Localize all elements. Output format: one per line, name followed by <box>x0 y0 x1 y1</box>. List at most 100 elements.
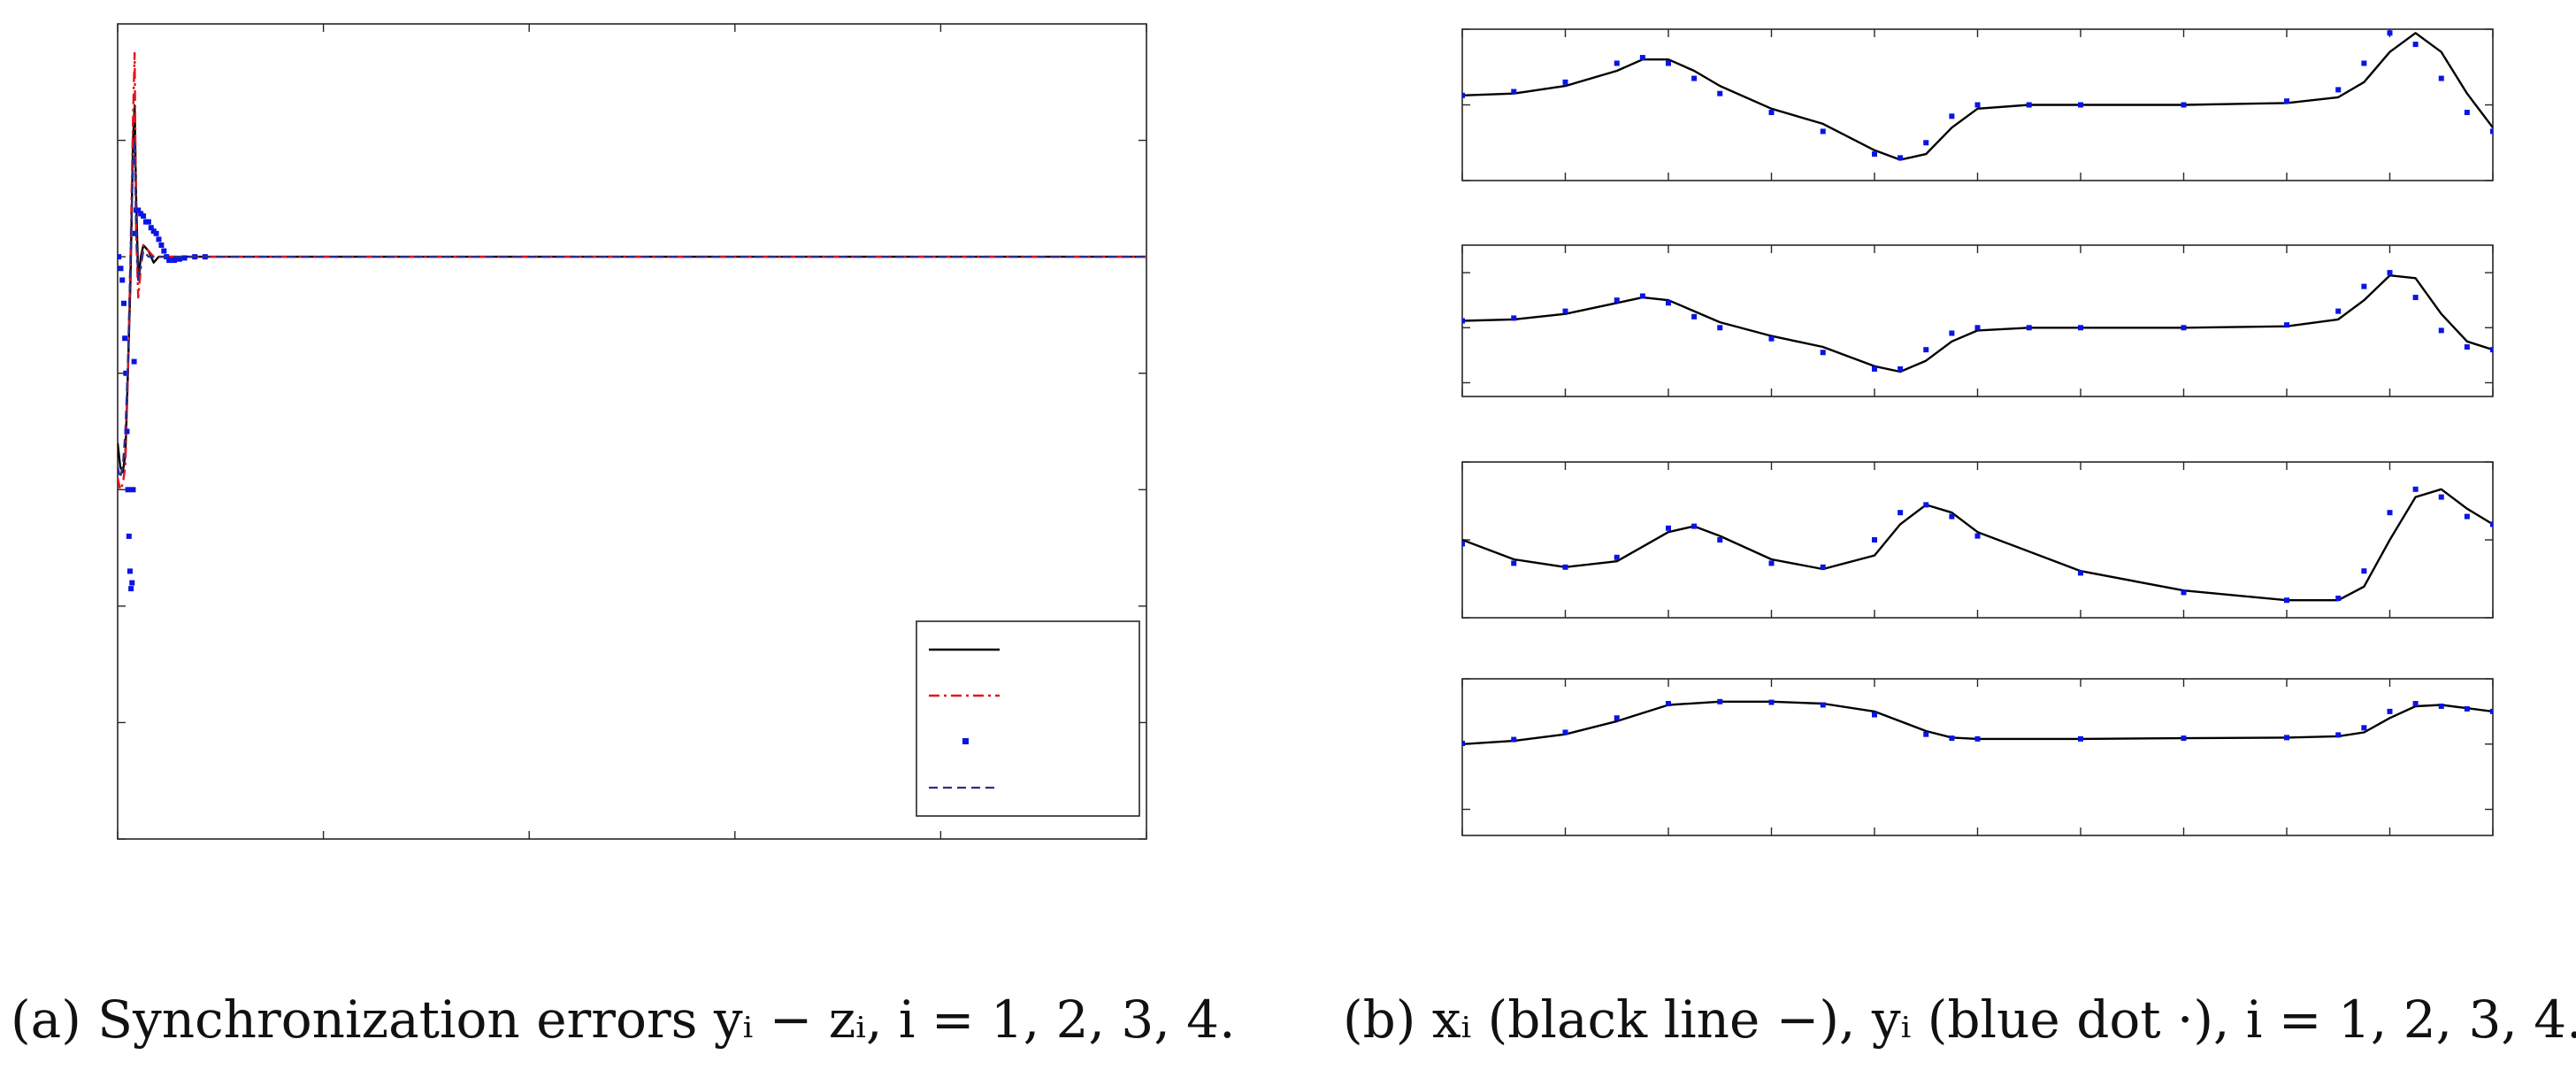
data-point-b2 <box>1462 318 1465 324</box>
data-point-b1 <box>1691 75 1698 81</box>
data-point-b3 <box>1872 537 1877 543</box>
plot-area <box>1461 244 2494 397</box>
data-point-a <box>118 254 122 260</box>
data-point-b3 <box>1717 537 1723 543</box>
data-point-b3 <box>1691 523 1698 529</box>
data-point-a <box>126 568 133 574</box>
data-point-b3 <box>1511 560 1517 566</box>
series-line-b4-solid <box>1462 700 2493 745</box>
legend-marker-dots <box>962 738 969 744</box>
data-point-b3 <box>1820 564 1826 570</box>
data-point-b4 <box>2284 735 2289 741</box>
data-point-b1 <box>1949 113 1955 119</box>
data-point-b2 <box>2387 270 2393 276</box>
data-point-b2 <box>2464 344 2470 350</box>
data-point-b2 <box>1974 325 1981 331</box>
data-point-a <box>124 428 130 435</box>
data-point-b2 <box>2181 325 2187 331</box>
data-point-b2 <box>2412 295 2419 301</box>
data-point-b3 <box>1614 554 1620 560</box>
plot-area <box>1461 678 2494 836</box>
data-point-a <box>135 207 142 213</box>
data-point-b3 <box>2284 597 2289 604</box>
data-point-a <box>176 256 182 262</box>
data-point-a <box>119 277 126 283</box>
data-point-b3 <box>1768 560 1775 566</box>
data-point-b1 <box>2361 60 2367 66</box>
data-point-b2 <box>1691 313 1698 319</box>
data-point-b1 <box>1898 155 1904 161</box>
data-point-b3 <box>2490 521 2493 527</box>
data-point-b4 <box>1768 699 1775 705</box>
data-point-b2 <box>2490 347 2493 353</box>
data-point-b4 <box>1923 731 1929 737</box>
series-line-b1-solid <box>1462 32 2493 161</box>
series-line-b2-solid <box>1462 274 2493 373</box>
data-point-b2 <box>1511 315 1517 321</box>
data-point-b4 <box>2361 725 2367 731</box>
data-point-b3 <box>2361 568 2367 574</box>
data-point-a <box>141 213 147 219</box>
data-point-a <box>148 225 154 231</box>
data-point-b2 <box>2078 325 2083 331</box>
data-point-b2 <box>1562 308 1568 314</box>
data-point-b2 <box>2335 308 2342 314</box>
data-point-a <box>118 266 124 272</box>
chart-a <box>117 23 1147 840</box>
data-point-b4 <box>1872 712 1877 718</box>
series-group <box>118 51 1146 592</box>
data-point-b2 <box>1923 347 1929 353</box>
data-point-b3 <box>1666 525 1671 531</box>
data-point-b4 <box>1614 715 1620 721</box>
series-group <box>1462 270 2493 373</box>
data-point-b1 <box>2387 30 2393 36</box>
data-point-b4 <box>2078 735 2083 742</box>
subplot-b4 <box>1461 678 2494 836</box>
data-point-b1 <box>1462 92 1465 98</box>
data-point-b3 <box>1923 502 1929 508</box>
data-point-b1 <box>2490 128 2493 135</box>
data-point-b2 <box>1898 366 1904 372</box>
data-point-b2 <box>1768 335 1775 342</box>
data-point-b4 <box>2387 708 2393 714</box>
data-point-b2 <box>1872 366 1877 372</box>
data-point-b1 <box>1820 128 1826 135</box>
data-point-b1 <box>1562 79 1568 85</box>
subplot-b2 <box>1461 244 2494 397</box>
data-point-a <box>158 242 165 248</box>
data-point-b1 <box>2335 87 2342 93</box>
data-point-a <box>161 248 167 254</box>
data-point-a <box>120 300 126 306</box>
data-point-a <box>132 230 138 236</box>
data-point-b2 <box>2026 325 2032 331</box>
data-point-b2 <box>2284 322 2289 328</box>
data-point-a <box>153 230 159 236</box>
data-point-b4 <box>1666 701 1671 707</box>
data-point-b3 <box>2387 510 2393 516</box>
data-point-b3 <box>1974 533 1981 539</box>
data-point-b3 <box>1562 564 1568 570</box>
caption-b: (b) xᵢ (black line −), yᵢ (blue dot ·), … <box>1343 989 2576 1050</box>
data-point-b4 <box>1949 735 1955 742</box>
data-point-b1 <box>1872 151 1877 158</box>
data-point-a <box>131 358 137 365</box>
data-point-b1 <box>1666 60 1671 66</box>
data-point-a <box>171 258 177 264</box>
data-point-a <box>129 580 135 586</box>
data-point-a <box>126 533 132 539</box>
chart-b <box>1461 28 2494 836</box>
data-point-b2 <box>1614 297 1620 304</box>
data-point-b1 <box>2181 102 2187 108</box>
data-point-b3 <box>2181 589 2187 596</box>
data-point-b4 <box>2181 735 2187 742</box>
subplot-b3 <box>1461 461 2494 619</box>
series-group <box>1462 698 2493 747</box>
data-point-b1 <box>1511 89 1517 95</box>
data-point-a <box>122 335 128 342</box>
series-group <box>1462 486 2493 604</box>
data-point-b1 <box>2078 102 2083 108</box>
data-point-b1 <box>2438 75 2444 81</box>
data-point-b1 <box>1639 55 1645 61</box>
data-point-b2 <box>2438 327 2444 334</box>
